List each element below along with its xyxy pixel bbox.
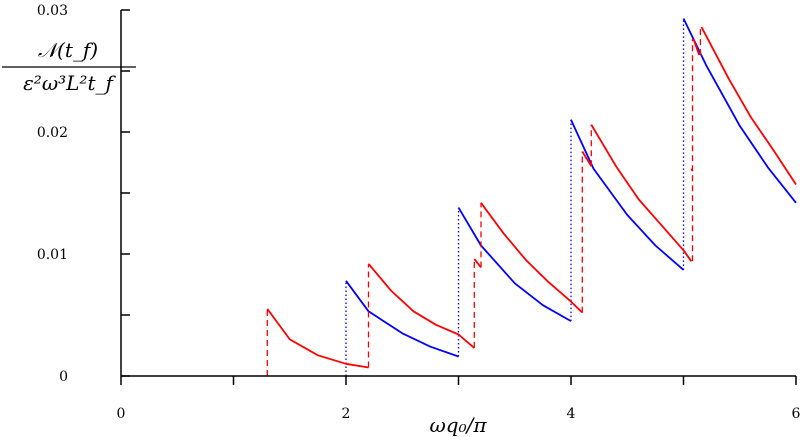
series-segment — [480, 202, 583, 314]
series-segment — [367, 263, 475, 349]
y-axis-label-denominator: ε²ω³L²t_f — [23, 71, 116, 95]
series-0-solid — [345, 18, 797, 358]
y-tick-label: 0.01 — [37, 247, 68, 263]
x-tick-label: 6 — [792, 406, 801, 422]
series-segment — [570, 119, 685, 271]
series-segment — [692, 38, 701, 56]
y-axis-label-numerator: 𝒩(t_f) — [38, 38, 98, 62]
series-2-solid — [266, 26, 797, 369]
series-segment — [457, 207, 572, 322]
series-segment — [581, 151, 593, 167]
series-segment — [266, 308, 369, 369]
y-axis-label: 𝒩(t_f) ε²ω³L²t_f — [2, 38, 136, 95]
series-layer — [266, 18, 797, 376]
x-tick-label: 4 — [567, 406, 576, 422]
x-axis-label: ωq₀/π — [429, 413, 487, 437]
y-tick-label: 0.03 — [37, 3, 68, 19]
ticks-layer: 0 2 4 6 0 0.01 0.02 0.03 — [37, 3, 801, 422]
series-segment — [700, 26, 797, 185]
y-tick-label: 0 — [59, 369, 68, 385]
y-tick-label: 0.02 — [37, 125, 68, 141]
x-tick-label: 0 — [117, 406, 126, 422]
series-3-dashed — [266, 27, 702, 376]
series-segment — [473, 258, 482, 268]
series-segment — [345, 280, 459, 358]
series-segment — [590, 124, 693, 262]
series-segment — [682, 18, 797, 204]
x-tick-label: 2 — [342, 406, 351, 422]
axes-layer — [120, 10, 796, 377]
series-1-dotted — [345, 18, 685, 376]
